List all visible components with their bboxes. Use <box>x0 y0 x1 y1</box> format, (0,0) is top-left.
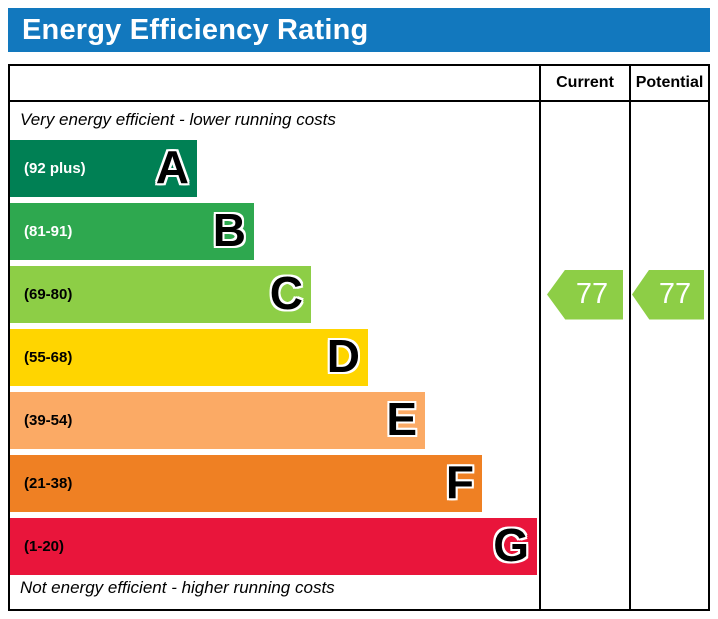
band-b: (81-91) B <box>10 203 254 260</box>
band-d: (55-68) D <box>10 329 368 386</box>
band-letter: E <box>386 392 417 445</box>
bottom-note: Not energy efficient - higher running co… <box>20 578 335 597</box>
epc-chart: Current Potential Very energy efficient … <box>8 64 710 611</box>
potential-score-arrow: 77 <box>632 269 704 320</box>
band-letter: G <box>493 518 529 571</box>
band-c: (69-80) C <box>10 266 311 323</box>
band-letter: C <box>269 266 303 319</box>
band-g: (1-20) G <box>10 518 537 575</box>
band-range-label: (55-68) <box>24 349 73 366</box>
page-title: Energy Efficiency Rating <box>22 13 369 46</box>
band-letter: F <box>445 455 474 508</box>
band-range-label: (92 plus) <box>24 160 86 177</box>
band-letter: B <box>212 203 246 256</box>
band-e: (39-54) E <box>10 392 425 449</box>
current-score-value: 77 <box>575 278 609 310</box>
band-letter: D <box>326 329 360 382</box>
header-divider <box>10 100 708 102</box>
band-letter: A <box>155 140 189 193</box>
current-score-arrow: 77 <box>547 269 623 320</box>
current-column-header: Current <box>556 74 614 91</box>
band-range-label: (69-80) <box>24 286 73 303</box>
band-range-label: (81-91) <box>24 223 73 240</box>
top-note: Very energy efficient - lower running co… <box>20 110 336 129</box>
band-range-label: (21-38) <box>24 475 73 492</box>
current-column-divider <box>539 66 541 609</box>
potential-score-value: 77 <box>658 278 692 310</box>
band-f: (21-38) F <box>10 455 482 512</box>
title-bar: Energy Efficiency Rating <box>8 8 710 52</box>
bands: (92 plus) A (81-91) B (69-80) C (55-68) D (39-54… <box>10 140 537 581</box>
band-a: (92 plus) A <box>10 140 197 197</box>
potential-column-header: Potential <box>635 74 704 91</box>
band-range-label: (1-20) <box>24 538 65 555</box>
potential-column-divider <box>629 66 631 609</box>
band-range-label: (39-54) <box>24 412 73 429</box>
